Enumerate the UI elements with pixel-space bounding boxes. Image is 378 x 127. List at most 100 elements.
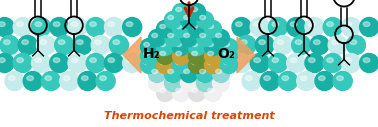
Ellipse shape	[176, 42, 181, 47]
Ellipse shape	[363, 22, 370, 27]
Ellipse shape	[126, 22, 133, 27]
Circle shape	[204, 38, 222, 55]
Circle shape	[68, 53, 87, 73]
Circle shape	[220, 57, 237, 74]
Ellipse shape	[152, 78, 158, 83]
Circle shape	[73, 36, 92, 54]
Ellipse shape	[308, 22, 315, 27]
Ellipse shape	[264, 76, 270, 81]
FancyArrow shape	[123, 37, 210, 73]
Ellipse shape	[35, 58, 42, 62]
Circle shape	[42, 72, 60, 91]
Ellipse shape	[200, 15, 206, 20]
Circle shape	[156, 47, 174, 65]
Ellipse shape	[192, 60, 198, 65]
Ellipse shape	[192, 88, 198, 93]
Circle shape	[0, 44, 5, 64]
Circle shape	[268, 18, 288, 36]
Circle shape	[250, 53, 269, 73]
Circle shape	[360, 18, 378, 36]
Ellipse shape	[319, 76, 325, 81]
Circle shape	[189, 38, 206, 55]
Ellipse shape	[58, 40, 65, 45]
Circle shape	[255, 36, 274, 54]
Ellipse shape	[63, 76, 70, 81]
Ellipse shape	[224, 42, 229, 47]
Ellipse shape	[4, 49, 11, 53]
Ellipse shape	[200, 33, 206, 38]
Circle shape	[189, 20, 206, 37]
Ellipse shape	[152, 33, 158, 38]
Ellipse shape	[176, 7, 181, 12]
Ellipse shape	[9, 76, 15, 81]
Circle shape	[204, 20, 222, 37]
Ellipse shape	[290, 58, 297, 62]
Circle shape	[164, 12, 181, 28]
Circle shape	[110, 36, 129, 54]
Ellipse shape	[208, 42, 214, 47]
Ellipse shape	[22, 40, 28, 45]
Ellipse shape	[332, 40, 338, 45]
Circle shape	[212, 66, 229, 83]
Ellipse shape	[272, 22, 279, 27]
Circle shape	[149, 66, 166, 83]
Ellipse shape	[240, 40, 247, 45]
Circle shape	[104, 18, 124, 36]
Circle shape	[0, 44, 12, 64]
Circle shape	[0, 44, 19, 64]
Ellipse shape	[224, 51, 229, 56]
Circle shape	[232, 18, 251, 36]
Ellipse shape	[277, 40, 284, 45]
Ellipse shape	[295, 40, 302, 45]
Ellipse shape	[144, 42, 150, 47]
Circle shape	[181, 29, 197, 46]
Circle shape	[156, 38, 174, 55]
Circle shape	[268, 53, 288, 73]
Circle shape	[189, 57, 206, 74]
Circle shape	[172, 20, 189, 37]
Ellipse shape	[272, 58, 279, 62]
Ellipse shape	[184, 69, 190, 74]
Circle shape	[141, 47, 158, 65]
FancyArrow shape	[168, 37, 255, 73]
Ellipse shape	[235, 22, 242, 27]
Ellipse shape	[160, 60, 166, 65]
Circle shape	[164, 75, 181, 91]
Ellipse shape	[144, 60, 150, 65]
Circle shape	[55, 36, 74, 54]
Circle shape	[360, 53, 378, 73]
Ellipse shape	[224, 60, 229, 65]
Circle shape	[287, 53, 306, 73]
Ellipse shape	[184, 78, 190, 83]
Ellipse shape	[200, 78, 206, 83]
Ellipse shape	[76, 40, 83, 45]
Circle shape	[96, 72, 115, 91]
Circle shape	[220, 38, 237, 55]
Ellipse shape	[254, 22, 260, 27]
Circle shape	[189, 47, 206, 65]
Ellipse shape	[82, 76, 88, 81]
Ellipse shape	[246, 76, 252, 81]
Ellipse shape	[208, 60, 214, 65]
Circle shape	[189, 84, 206, 101]
Circle shape	[212, 29, 229, 46]
Ellipse shape	[95, 40, 101, 45]
Ellipse shape	[40, 40, 46, 45]
Circle shape	[172, 84, 189, 101]
Circle shape	[204, 47, 222, 65]
Ellipse shape	[3, 40, 10, 45]
Ellipse shape	[259, 40, 265, 45]
Ellipse shape	[313, 40, 320, 45]
Ellipse shape	[90, 58, 96, 62]
Ellipse shape	[192, 42, 198, 47]
Ellipse shape	[176, 88, 181, 93]
Circle shape	[149, 75, 166, 91]
Ellipse shape	[235, 58, 242, 62]
Ellipse shape	[90, 22, 96, 27]
Circle shape	[305, 53, 324, 73]
Ellipse shape	[176, 51, 181, 56]
Ellipse shape	[168, 33, 174, 38]
Ellipse shape	[100, 76, 106, 81]
Circle shape	[50, 53, 69, 73]
Circle shape	[220, 47, 237, 65]
